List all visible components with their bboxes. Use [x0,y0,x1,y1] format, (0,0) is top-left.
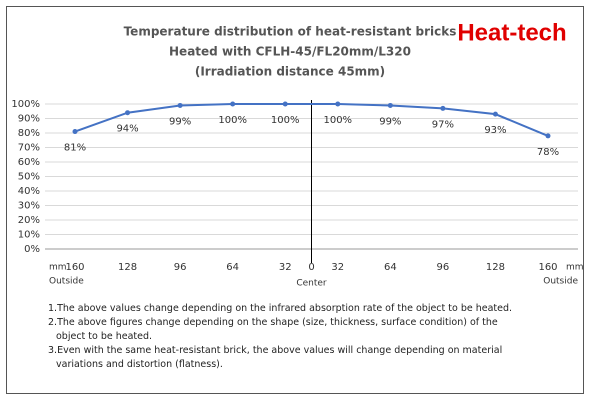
brand-logo: Heat-tech [457,19,566,46]
notes: 1.The above values change depending on t… [48,302,528,372]
y-tick-label: 30% [18,201,40,212]
data-label: 100% [323,115,352,126]
chart-subtitle: Heated with CFLH-45/FL20mm/L320 [169,45,411,59]
data-point [230,101,236,107]
note: 1.The above values change depending on t… [48,303,513,314]
data-point [492,111,498,117]
y-tick-label: 80% [18,128,40,139]
y-tick-label: 60% [18,157,40,168]
x-tick-label: 64 [226,262,239,273]
data-label: 94% [116,124,138,135]
data-label: 81% [64,143,86,154]
y-tick-label: 10% [18,230,40,241]
data-label: 100% [218,115,247,126]
data-label: 99% [169,116,191,127]
data-label: 100% [271,115,300,126]
x-edge-label: Outside [49,277,84,287]
x-tick-label: 96 [437,262,450,273]
y-tick-label: 20% [18,215,40,226]
note: 3.Even with the same heat-resistant bric… [48,345,503,370]
frame [6,6,584,394]
x-unit: mm [49,263,67,273]
chart-subtitle: (Irradiation distance 45mm) [195,65,385,79]
data-label: 78% [537,147,559,158]
data-point [282,101,288,107]
y-tick-label: 40% [18,186,40,197]
y-tick-label: 50% [18,172,40,183]
y-tick-label: 0% [24,244,40,255]
chart-title: Temperature distribution of heat-resista… [124,25,457,39]
x-tick-label: 32 [331,262,344,273]
x-tick-label: 96 [174,262,187,273]
x-tick-label: 160 [65,262,84,273]
x-unit: mm [566,263,584,273]
x-tick-label: 160 [538,262,557,273]
data-label: 99% [379,116,401,127]
x-tick-label: 128 [118,262,137,273]
x-axis-label: Center [296,279,327,289]
data-point [440,105,446,111]
x-edge-label: Outside [543,277,578,287]
data-label: 93% [484,125,506,136]
x-tick-label: 128 [486,262,505,273]
chart: Temperature distribution of heat-resista… [11,19,584,289]
y-tick-label: 100% [11,99,40,110]
data-point [545,133,551,139]
series-line [74,103,549,137]
data-label: 97% [432,119,454,130]
x-tick-label: 64 [384,262,397,273]
y-tick-label: 70% [18,143,40,154]
data-point [335,101,341,107]
data-point [125,110,131,116]
data-point [177,102,183,108]
data-point [387,102,393,108]
x-tick-label: 32 [279,262,292,273]
note: 2.The above figures change depending on … [48,317,498,342]
data-point [72,129,78,135]
x-tick-label: 0 [308,262,314,273]
y-tick-label: 90% [18,114,40,125]
